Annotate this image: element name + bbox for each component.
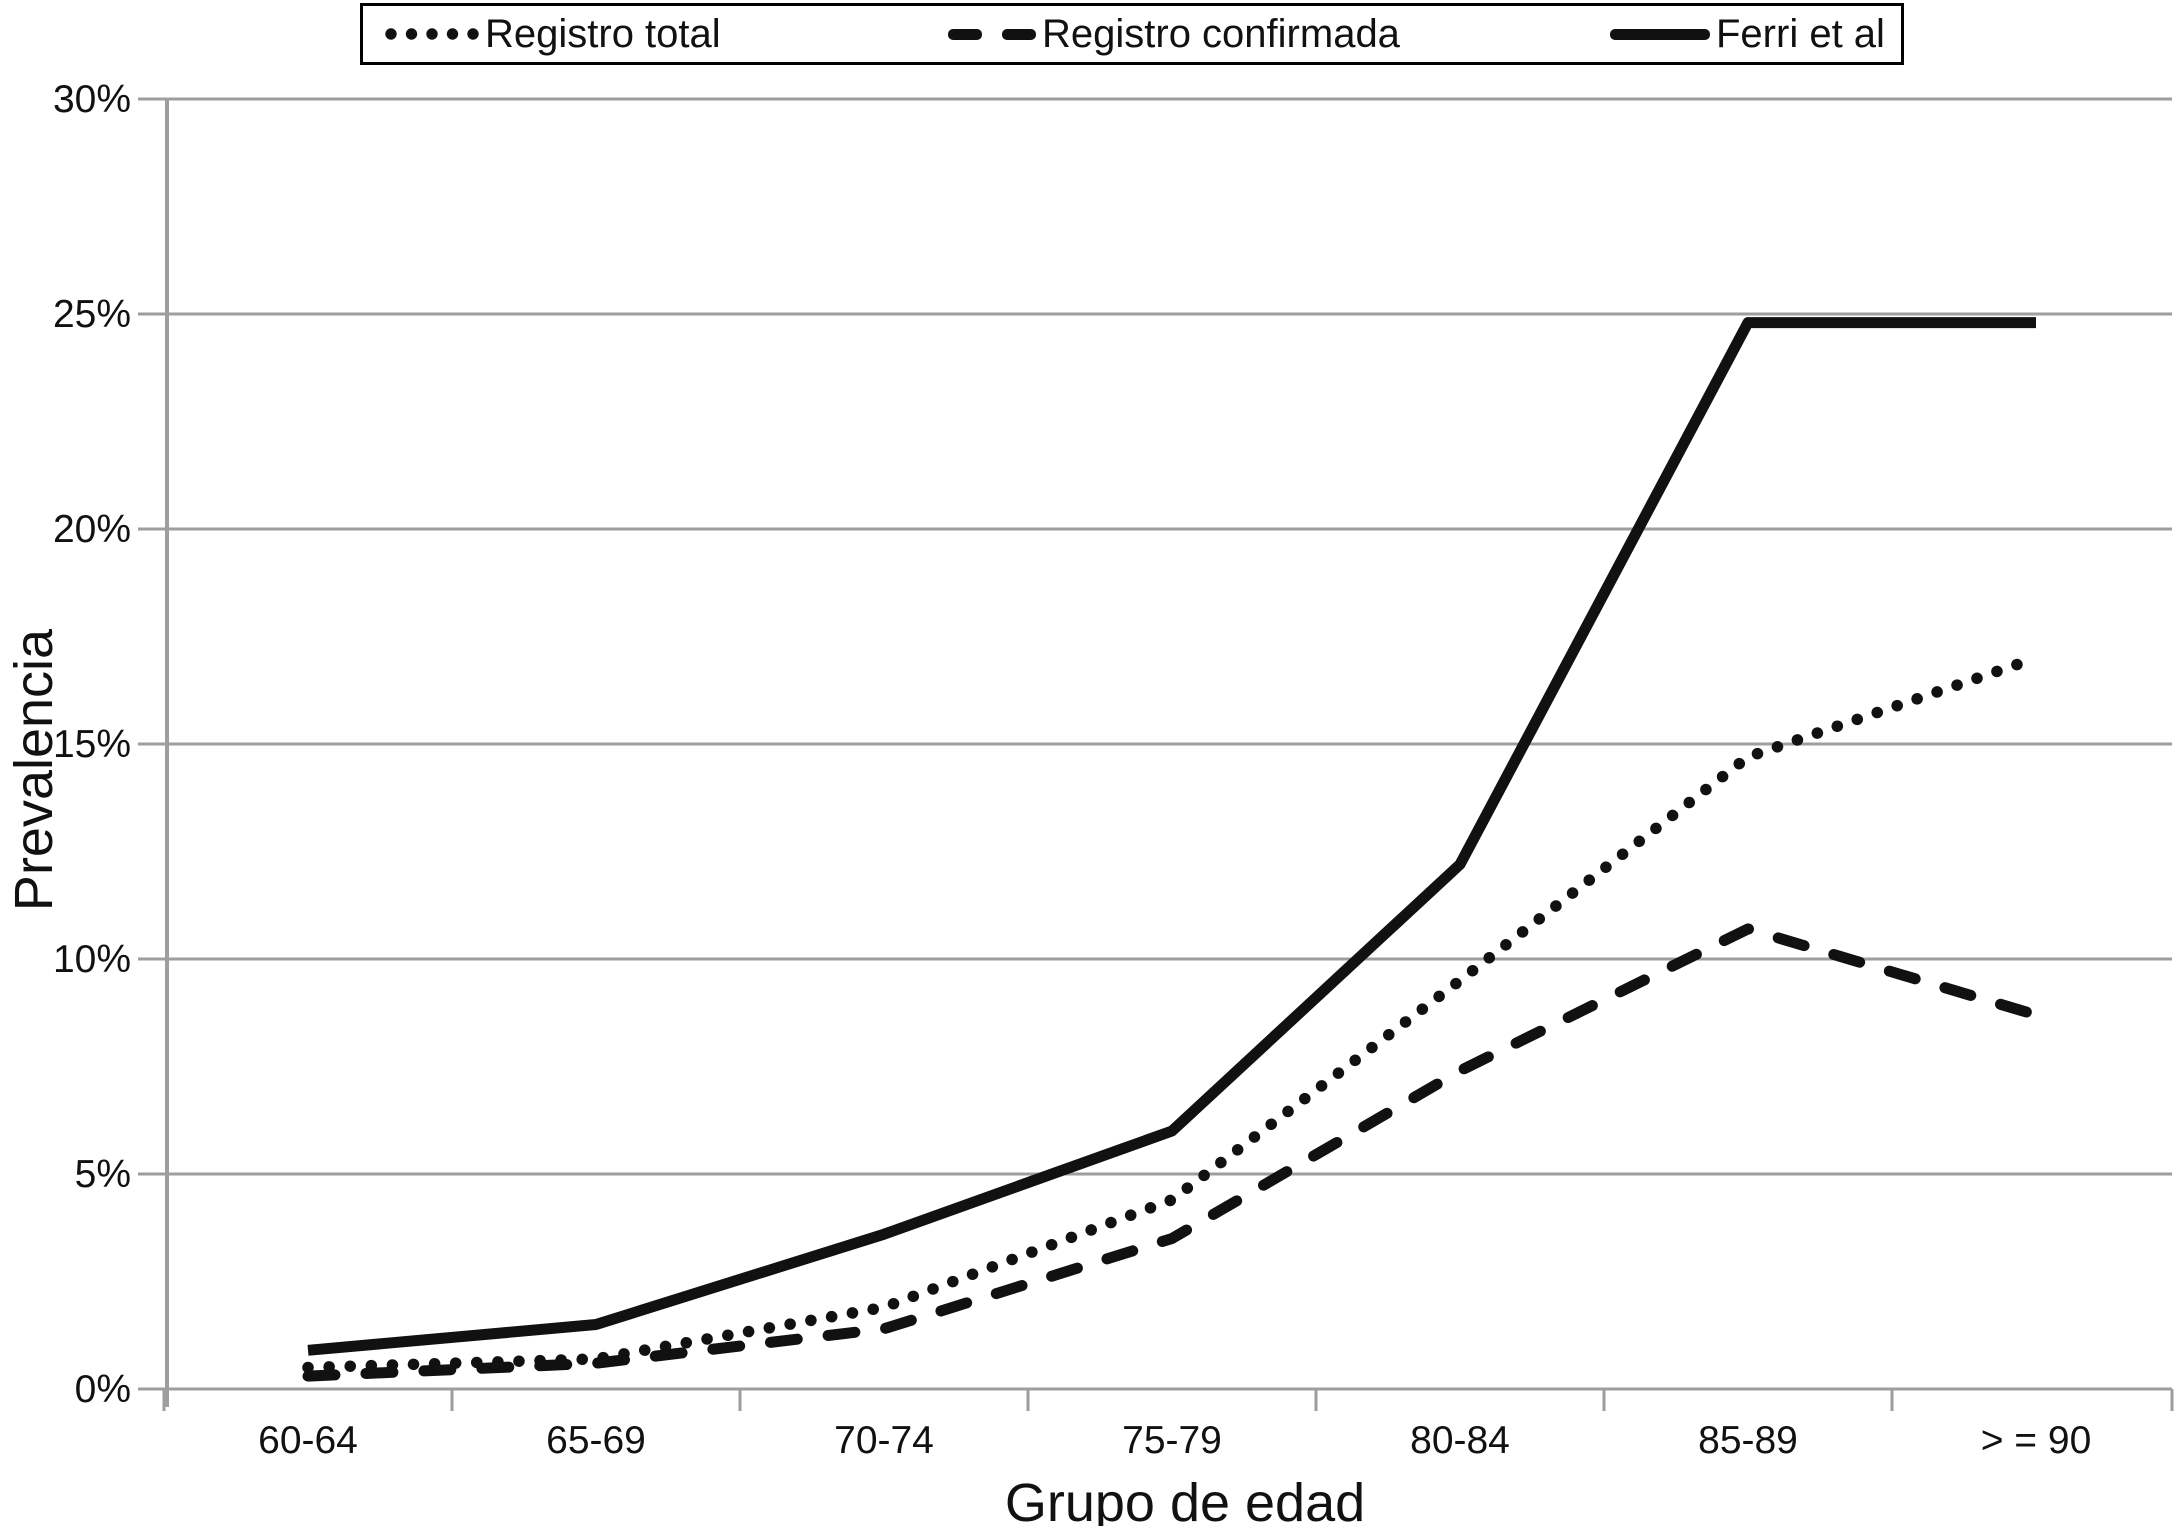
y-tick-label: 15% [53,723,131,766]
x-tick-label: 85-89 [1698,1419,1798,1462]
dotted-line-swatch [385,28,479,40]
legend-item-registro-confirmada: Registro confirmada [948,6,1400,62]
legend-item-ferri-et-al: Ferri et al [1610,6,1885,62]
solid-line-swatch [1610,29,1710,40]
series-line-registro-confirmada [302,923,2042,1382]
legend: Registro total Registro confirmada Ferri… [360,3,1904,65]
x-tick-label: 80-84 [1410,1419,1510,1462]
x-tick-label: 60-64 [258,1419,358,1462]
y-tick-label: 30% [53,78,131,121]
legend-item-registro-total: Registro total [384,6,721,62]
dashed-line-swatch [948,29,1036,40]
legend-label-ferri-et-al: Ferri et al [1716,12,1885,56]
x-tick-label: 70-74 [834,1419,934,1462]
y-tick-label: 0% [75,1368,131,1411]
y-tick-label: 25% [53,293,131,336]
y-tick-label: 5% [75,1153,131,1196]
y-tick-label: 20% [53,508,131,551]
legend-label-registro-confirmada: Registro confirmada [1042,12,1400,56]
x-tick-label: 65-69 [546,1419,646,1462]
series-line-registro-total [302,652,2042,1374]
y-tick-label: 10% [53,938,131,981]
y-axis-title: Prevalencia [4,628,64,912]
x-axis-title: Grupo de edad [1004,1473,1366,1526]
x-tick-label: > = 90 [1981,1419,2092,1462]
series-line-ferri-et-al [307,317,2036,1356]
legend-label-registro-total: Registro total [485,12,721,56]
x-tick-label: 75-79 [1122,1419,1222,1462]
